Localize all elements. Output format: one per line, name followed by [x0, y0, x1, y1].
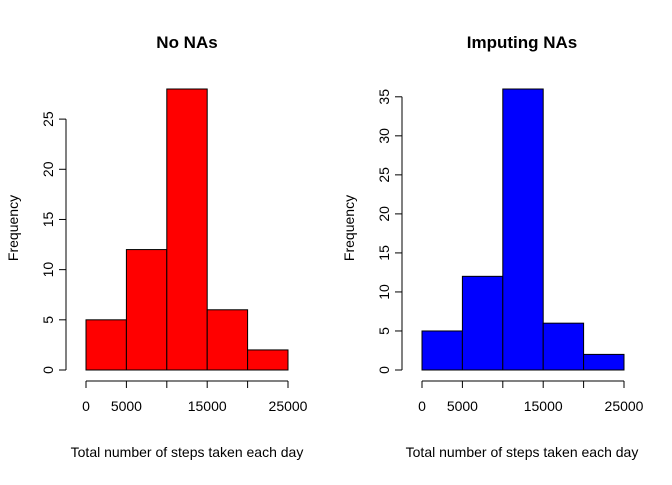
chart-title: No NAs — [156, 33, 217, 52]
x-tick-label: 5000 — [111, 398, 142, 414]
y-tick-label: 35 — [376, 89, 392, 105]
x-tick-label: 25000 — [269, 398, 308, 414]
x-axis-title: Total number of steps taken each day — [406, 444, 639, 460]
x-axis: 0 5000 15000 25000 — [418, 380, 644, 414]
histogram-bar — [125, 249, 168, 371]
histogram-bar — [542, 322, 585, 371]
y-tick-label: 0 — [40, 366, 56, 374]
y-tick-label: 20 — [40, 161, 56, 177]
y-tick-label: 25 — [40, 111, 56, 127]
histogram-bar — [247, 349, 289, 371]
panel-no-nas: No NAs Total number of steps taken each … — [5, 33, 308, 460]
y-tick-label: 25 — [376, 167, 392, 183]
histogram-bar — [461, 275, 504, 371]
x-axis: 0 5000 15000 25000 — [82, 380, 308, 414]
bars — [85, 88, 289, 371]
y-tick-label: 0 — [376, 366, 392, 374]
histogram-bar — [85, 319, 127, 371]
histogram-bar — [421, 330, 463, 371]
y-axis: 0 5 10 15 20 25 — [40, 111, 67, 374]
bars — [421, 88, 625, 371]
y-tick-label: 20 — [376, 206, 392, 222]
y-axis-title: Frequency — [5, 195, 21, 261]
y-tick-label: 15 — [376, 245, 392, 261]
y-tick-label: 15 — [40, 211, 56, 227]
histogram-bar — [583, 353, 625, 371]
y-tick-label: 10 — [376, 284, 392, 300]
chart-title: Imputing NAs — [467, 33, 578, 52]
x-tick-label: 5000 — [447, 398, 478, 414]
histogram-bar — [206, 309, 249, 371]
y-tick-label: 30 — [376, 128, 392, 144]
x-tick-label: 0 — [418, 398, 426, 414]
histogram-bar — [166, 88, 208, 371]
x-axis-title: Total number of steps taken each day — [71, 444, 304, 460]
x-tick-label: 25000 — [605, 398, 644, 414]
y-tick-label: 10 — [40, 262, 56, 278]
y-tick-label: 5 — [376, 327, 392, 335]
x-tick-label: 0 — [82, 398, 90, 414]
histogram-bar — [502, 88, 544, 371]
y-axis: 0 5 10 15 20 25 30 35 — [376, 89, 403, 374]
y-axis-title: Frequency — [341, 195, 357, 261]
panel-imputing-nas: Imputing NAs Total number of steps taken… — [341, 33, 644, 460]
x-tick-label: 15000 — [188, 398, 227, 414]
y-tick-label: 5 — [40, 316, 56, 324]
x-tick-label: 15000 — [524, 398, 563, 414]
